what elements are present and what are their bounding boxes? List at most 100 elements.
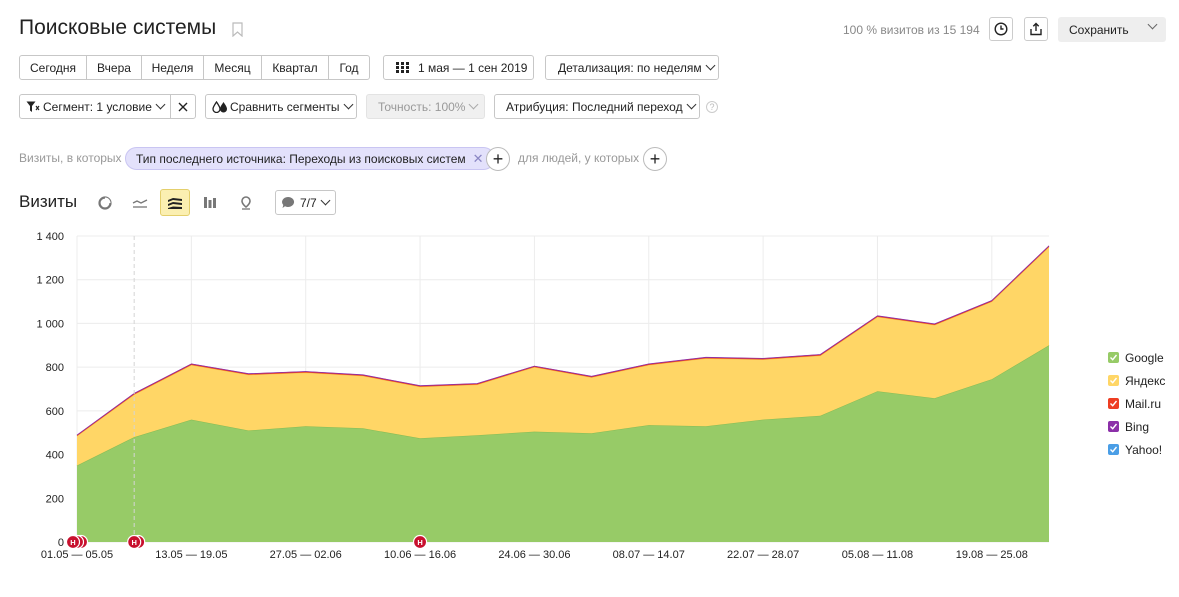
accuracy-label: Точность: 100% [378,99,466,114]
close-icon [178,102,188,111]
checkbox-checked-icon[interactable] [1108,421,1119,432]
legend-item[interactable]: Google [1108,346,1165,369]
detail-dropdown[interactable]: Детализация: по неделям [545,55,719,80]
notes-count: 7/7 [300,195,317,210]
add-user-condition-button[interactable]: + [643,147,667,171]
visits-area-chart: 0 200 400 600 800 1 000 1 200 1 400 01.05 — 05.0… [36,231,1050,561]
clock-icon [994,22,1008,36]
checkbox-checked-icon[interactable] [1108,352,1119,363]
legend-label: Mail.ru [1125,396,1162,411]
history-button[interactable] [989,17,1013,41]
y-tick-label: 1 000 [36,318,64,330]
series-line-4 [76,245,1050,436]
y-tick-label: 400 [46,450,64,462]
period-yesterday[interactable]: Вчера [87,56,142,79]
x-tick-label: 05.08 — 11.08 [842,549,913,561]
x-tick-label: 24.06 — 30.06 [498,549,570,561]
chevron-down-icon [320,195,331,206]
date-range-label: 1 мая — 1 сен 2019 [418,60,528,75]
period-quarter[interactable]: Квартал [262,56,329,79]
map-pin-icon [241,195,251,210]
chart-legend: Google Яндекс Mail.ru Bing Yahoo! [1108,346,1165,461]
condition-suffix: для людей, у которых [518,151,640,165]
period-year[interactable]: Год [339,60,359,75]
x-tick-label: 08.07 — 14.07 [613,549,685,561]
plus-icon: + [492,148,504,169]
y-tick-label: 0 [58,537,64,549]
chevron-down-icon [343,99,353,110]
period-selector: Сегодня Вчера Неделя Месяц Квартал Год [19,55,370,80]
y-tick-label: 200 [46,493,64,505]
legend-label: Yahoo! [1125,442,1163,457]
segment-label: Сегмент: 1 условие [43,99,152,114]
x-tick-label: 10.06 — 16.06 [384,549,456,561]
chevron-down-icon [686,99,697,110]
annotation-label: Н [70,538,75,547]
area-chart-button[interactable] [160,189,190,216]
condition-chip-label: Тип последнего источника: Переходы из по… [136,151,466,166]
chevron-down-icon [1147,19,1158,30]
chart-title: Визиты [19,192,78,211]
attribution-dropdown[interactable]: Атрибуция: Последний переход [494,94,700,119]
plus-icon: + [649,148,661,169]
x-tick-label: 19.08 — 25.08 [956,549,1028,561]
area-chart-icon [168,197,182,209]
annotation-marker[interactable]: Н [412,534,428,550]
bar-chart-icon [204,197,216,208]
column-chart-button[interactable] [195,189,225,216]
x-tick-label: 27.05 — 02.06 [270,549,342,561]
attribution-label: Атрибуция: Последний переход [506,99,683,114]
checkbox-checked-icon[interactable] [1108,398,1119,409]
filter-icon [26,101,40,112]
share-icon [1030,22,1042,36]
notes-dropdown[interactable]: 7/7 [275,190,336,215]
add-visit-condition-button[interactable]: + [486,147,510,171]
export-button[interactable] [1024,17,1048,41]
period-week[interactable]: Неделя [142,56,204,79]
y-tick-label: 1 400 [36,231,64,243]
segment-clear-button[interactable] [170,94,196,119]
compare-segments-dropdown[interactable]: Сравнить сегменты [205,94,357,119]
legend-label: Bing [1125,419,1150,434]
condition-chip[interactable]: Тип последнего источника: Переходы из по… [125,147,495,170]
y-tick-label: 1 200 [36,275,64,287]
drops-icon [212,100,227,113]
x-tick-label: 22.07 — 28.07 [727,549,799,561]
date-range-button[interactable]: 1 мая — 1 сен 2019 [383,55,534,80]
accuracy-dropdown: Точность: 100% [366,94,485,119]
compare-label: Сравнить сегменты [230,99,340,114]
checkbox-checked-icon[interactable] [1108,444,1119,455]
chevron-down-icon [705,60,716,71]
save-button[interactable]: Сохранить [1058,17,1166,42]
speech-bubble-icon [282,196,295,208]
period-today[interactable]: Сегодня [20,56,87,79]
chevron-down-icon [469,99,479,110]
legend-item[interactable]: Mail.ru [1108,392,1165,415]
legend-item[interactable]: Bing [1108,415,1165,438]
calendar-icon [396,62,409,73]
line-chart-button[interactable] [125,189,155,216]
segment-dropdown[interactable]: Сегмент: 1 условие [19,94,171,119]
save-button-label: Сохранить [1069,22,1129,37]
period-month[interactable]: Месяц [204,56,262,79]
y-tick-label: 800 [46,362,64,374]
checkbox-checked-icon[interactable] [1108,375,1119,386]
line-chart-icon [132,198,148,208]
y-tick-label: 600 [46,406,64,418]
legend-label: Яндекс [1125,373,1166,388]
close-icon[interactable]: ✕ [472,150,484,166]
annotation-marker[interactable]: Н [65,534,89,550]
map-chart-button[interactable] [231,189,261,216]
legend-label: Google [1125,350,1164,365]
pie-chart-icon [98,195,112,210]
annotation-marker[interactable]: Н [127,534,146,550]
legend-item[interactable]: Яндекс [1108,369,1165,392]
legend-item[interactable]: Yahoo! [1108,438,1165,461]
x-tick-label: 13.05 — 19.05 [155,549,227,561]
help-icon[interactable]: ? [706,101,718,113]
condition-prefix: Визиты, в которых [19,151,122,165]
area-series-2 [77,246,1049,466]
bookmark-icon[interactable] [232,22,243,37]
pie-chart-button[interactable] [90,189,120,216]
detail-label: Детализация: по неделям [558,60,702,75]
